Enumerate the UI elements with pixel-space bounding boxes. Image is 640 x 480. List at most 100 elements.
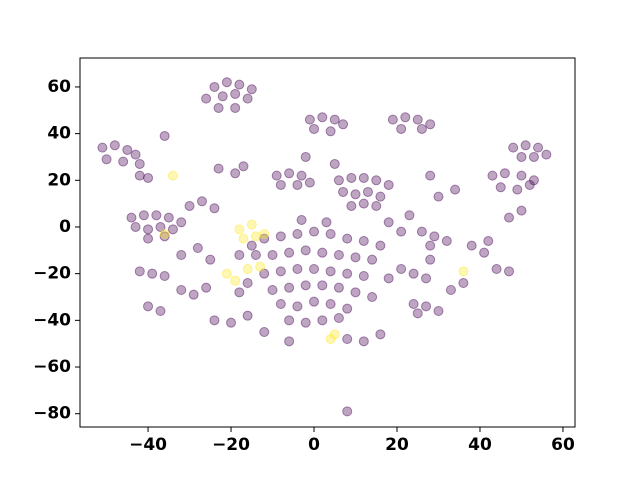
point — [375, 329, 386, 340]
point — [275, 299, 286, 309]
point — [230, 275, 241, 286]
point — [284, 247, 295, 258]
point — [358, 172, 369, 183]
point — [333, 175, 344, 186]
point — [134, 170, 145, 181]
point — [421, 273, 432, 284]
point — [338, 186, 349, 197]
point — [342, 268, 353, 279]
point — [309, 263, 320, 274]
y-tick-label: −80 — [33, 404, 71, 424]
point — [458, 277, 469, 288]
point — [234, 287, 245, 298]
point — [338, 119, 349, 130]
point — [416, 123, 427, 134]
point — [292, 228, 303, 239]
point — [479, 247, 490, 258]
point — [304, 177, 315, 188]
point — [367, 291, 378, 302]
point — [367, 254, 378, 265]
point — [333, 282, 344, 293]
point — [234, 79, 245, 90]
point — [346, 200, 357, 211]
point — [201, 93, 212, 104]
point — [292, 301, 303, 312]
point — [192, 242, 203, 253]
point — [213, 102, 224, 113]
point — [383, 273, 394, 284]
point — [350, 252, 361, 263]
point — [296, 214, 307, 225]
point — [362, 186, 373, 197]
point — [242, 93, 253, 104]
point — [429, 231, 440, 242]
point — [358, 198, 369, 209]
point — [516, 151, 527, 162]
point — [259, 268, 270, 279]
point — [167, 170, 178, 181]
point — [167, 224, 178, 235]
point — [309, 296, 320, 307]
point — [342, 303, 353, 314]
point — [246, 240, 257, 251]
point — [371, 175, 382, 186]
point — [396, 226, 407, 237]
point — [275, 179, 286, 190]
plot-area — [97, 77, 552, 417]
point — [358, 235, 369, 246]
point — [416, 226, 427, 237]
point — [533, 142, 544, 153]
point — [221, 268, 232, 279]
point — [134, 158, 145, 169]
point — [487, 170, 498, 181]
point — [425, 254, 436, 265]
point — [350, 189, 361, 200]
point — [184, 200, 195, 211]
y-tick-label: −40 — [33, 310, 71, 330]
point — [101, 154, 112, 165]
point — [450, 184, 461, 195]
point — [259, 228, 270, 239]
point — [317, 112, 328, 123]
point — [292, 179, 303, 190]
point — [284, 282, 295, 293]
point — [176, 249, 187, 260]
point — [176, 217, 187, 228]
point — [358, 336, 369, 347]
x-tick-label: 40 — [468, 435, 492, 455]
point — [159, 130, 170, 141]
point — [396, 123, 407, 134]
point — [325, 266, 336, 277]
point — [309, 123, 320, 134]
point — [433, 191, 444, 202]
point — [130, 221, 141, 232]
point — [155, 221, 166, 232]
point — [325, 126, 336, 137]
point — [143, 301, 154, 312]
point — [508, 142, 519, 153]
point — [143, 224, 154, 235]
point — [205, 254, 216, 265]
point — [226, 317, 237, 328]
point — [118, 156, 129, 167]
point — [159, 228, 170, 239]
point — [221, 77, 232, 88]
point — [126, 212, 137, 223]
point — [217, 91, 228, 102]
y-tick-label: 20 — [47, 170, 71, 190]
point — [159, 231, 170, 242]
point — [304, 114, 315, 125]
point — [329, 158, 340, 169]
point — [159, 270, 170, 281]
point — [512, 184, 523, 195]
point — [333, 249, 344, 260]
point — [230, 102, 241, 113]
point — [147, 268, 158, 279]
point — [433, 306, 444, 317]
point — [242, 310, 253, 321]
point — [329, 329, 340, 340]
y-tick-label: 40 — [47, 124, 71, 144]
point — [375, 191, 386, 202]
x-tick-label: 60 — [551, 435, 575, 455]
